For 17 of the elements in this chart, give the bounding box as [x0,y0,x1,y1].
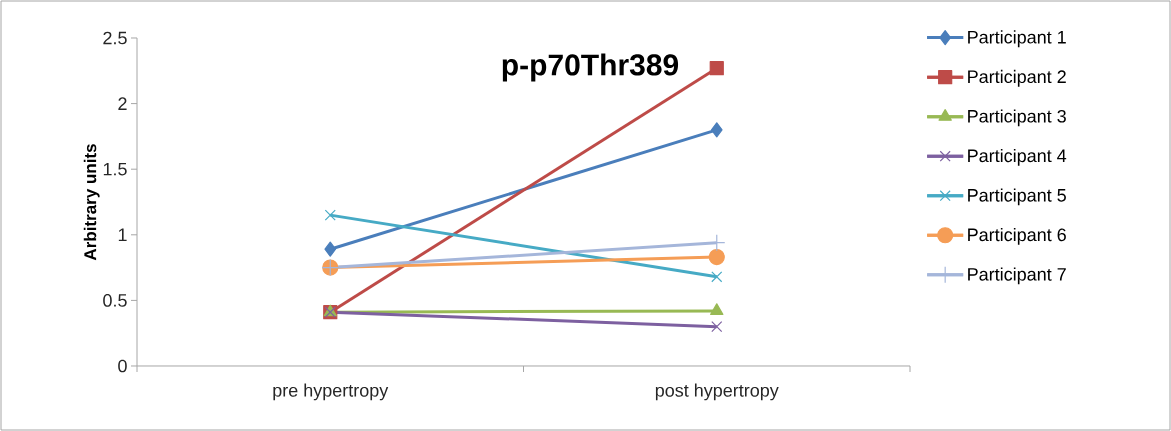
y-axis-title: Arbitrary units [83,144,100,261]
y-tick-label: 1.5 [103,162,127,176]
y-tick-label: 1 [118,228,127,241]
legend-label: Participant 7 [968,267,1066,285]
legend-label: Participant 6 [968,227,1066,245]
y-tick-label: 2.5 [103,31,127,45]
legend-label: Participant 5 [968,188,1066,206]
x-tick-label: post hypertropy [655,383,779,401]
legend-label: Participant 3 [968,109,1066,127]
y-tick-label: 0 [118,359,127,373]
y-tick-label: 0.5 [103,294,127,307]
legend-label: Participant 4 [968,148,1067,166]
legend-label: Participant 2 [968,69,1066,87]
legend-label: Participant 1 [968,30,1066,48]
x-tick-label: pre hypertropy [273,383,389,401]
y-tick-label: 2 [118,97,127,110]
chart-title: p-p70Thr389 [502,53,679,82]
